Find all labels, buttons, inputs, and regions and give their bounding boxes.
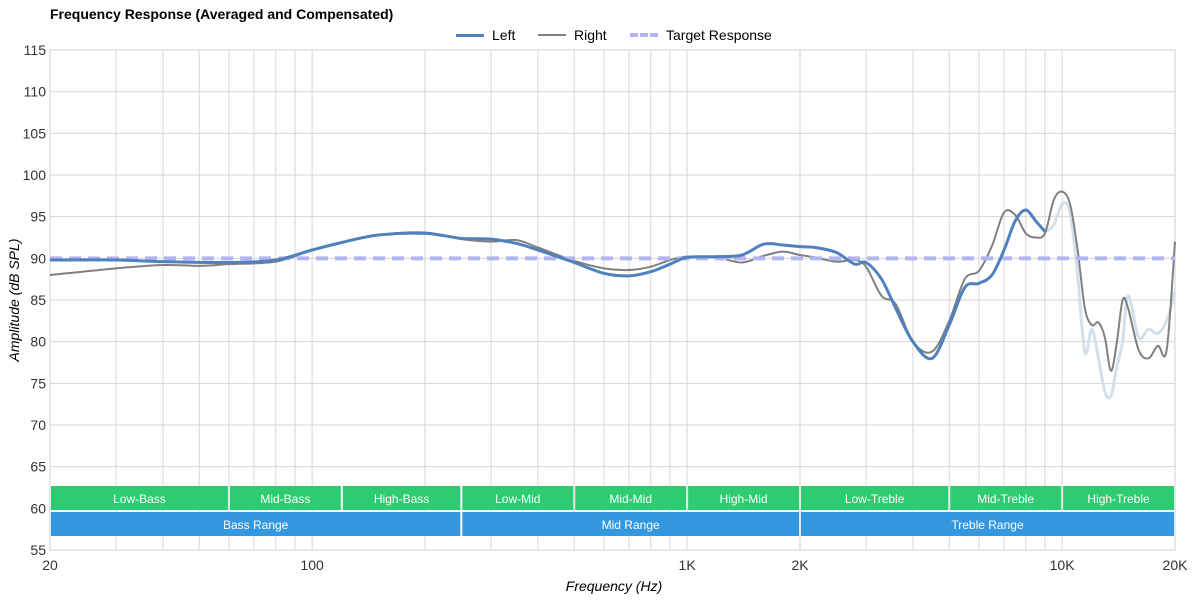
band-label: Mid-Mid (609, 492, 652, 506)
y-tick-label: 115 (24, 42, 47, 58)
series-left-line (49, 208, 1047, 361)
band-mid-range (462, 512, 799, 536)
band-label: Treble Range (951, 518, 1024, 532)
y-tick-label: 85 (30, 292, 46, 308)
band-label: Bass Range (223, 518, 289, 532)
y-tick-label: 70 (30, 417, 46, 433)
grid (49, 49, 1176, 551)
band-high-bass (342, 486, 461, 510)
band-label: Mid-Bass (260, 492, 310, 506)
band-treble-range (801, 512, 1174, 536)
legend-label-left: Left (492, 27, 516, 43)
y-tick-label: 80 (30, 334, 46, 350)
band-bass-range (51, 512, 461, 536)
y-tick-label: 100 (23, 167, 47, 183)
legend-item-right: Right (538, 27, 607, 43)
band-label: High-Mid (720, 492, 768, 506)
legend-label-target: Target Response (666, 27, 772, 43)
band-label: Low-Bass (113, 492, 166, 506)
y-tick-label: 55 (30, 542, 46, 558)
series-right-line (49, 190, 1176, 372)
band-mid-mid (575, 486, 687, 510)
legend-label-right: Right (574, 27, 607, 43)
band-label: Low-Mid (495, 492, 540, 506)
legend-swatch-target (630, 33, 658, 37)
band-low-treble (801, 486, 949, 510)
x-tick-label: 100 (300, 557, 324, 573)
legend-item-left: Left (456, 27, 515, 43)
band-label: Low-Treble (845, 492, 905, 506)
frequency-bands: Low-Bass Mid-Bass High-Bass Low-Mid Mid-Mid H… (51, 486, 1174, 536)
x-tick-label: 10K (1050, 557, 1076, 573)
chart-title: Frequency Response (Averaged and Compens… (50, 6, 394, 22)
series-left-faded-line (1044, 201, 1177, 400)
legend-swatch-right (538, 34, 566, 36)
x-axis-label: Frequency (Hz) (565, 578, 663, 594)
band-label: Mid Range (602, 518, 660, 532)
y-tick-label: 110 (24, 84, 47, 100)
band-high-treble (1063, 486, 1174, 510)
x-tick-label: 20 (42, 557, 58, 573)
band-label: High-Bass (374, 492, 429, 506)
legend: Left Right Target Response (0, 27, 1200, 45)
plot-border (49, 49, 1176, 551)
band-mid-treble (950, 486, 1062, 510)
axes: 55 60 65 70 75 80 85 90 95 100 105 110 115 20 100 1K 2K 1… (23, 42, 1188, 573)
legend-item-target: Target Response (630, 27, 772, 43)
y-tick-label: 95 (30, 209, 46, 225)
plot-lines (49, 190, 1177, 400)
x-tick-label: 2K (791, 557, 809, 573)
x-tick-label: 1K (679, 557, 697, 573)
legend-swatch-left (456, 33, 484, 37)
band-low-mid (462, 486, 574, 510)
band-high-mid (688, 486, 799, 510)
y-tick-label: 75 (30, 375, 46, 391)
band-low-bass (51, 486, 228, 510)
x-tick-label: 20K (1163, 557, 1189, 573)
y-tick-label: 65 (30, 459, 46, 475)
band-label: High-Treble (1087, 492, 1150, 506)
band-label: Mid-Treble (977, 492, 1034, 506)
y-tick-label: 60 (30, 500, 46, 516)
y-tick-label: 90 (30, 250, 46, 266)
band-mid-bass (229, 486, 341, 510)
y-tick-label: 105 (23, 125, 47, 141)
